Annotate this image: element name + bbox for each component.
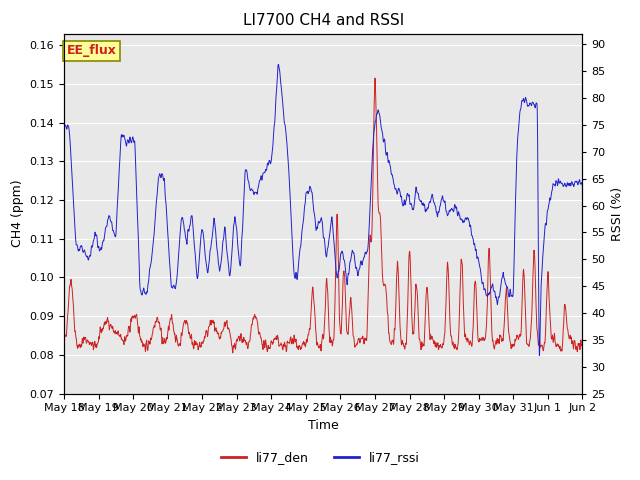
Title: LI7700 CH4 and RSSI: LI7700 CH4 and RSSI <box>243 13 404 28</box>
Text: EE_flux: EE_flux <box>67 44 116 58</box>
X-axis label: Time: Time <box>308 419 339 432</box>
Y-axis label: CH4 (ppm): CH4 (ppm) <box>11 180 24 247</box>
Legend: li77_den, li77_rssi: li77_den, li77_rssi <box>216 446 424 469</box>
Y-axis label: RSSI (%): RSSI (%) <box>611 187 624 240</box>
